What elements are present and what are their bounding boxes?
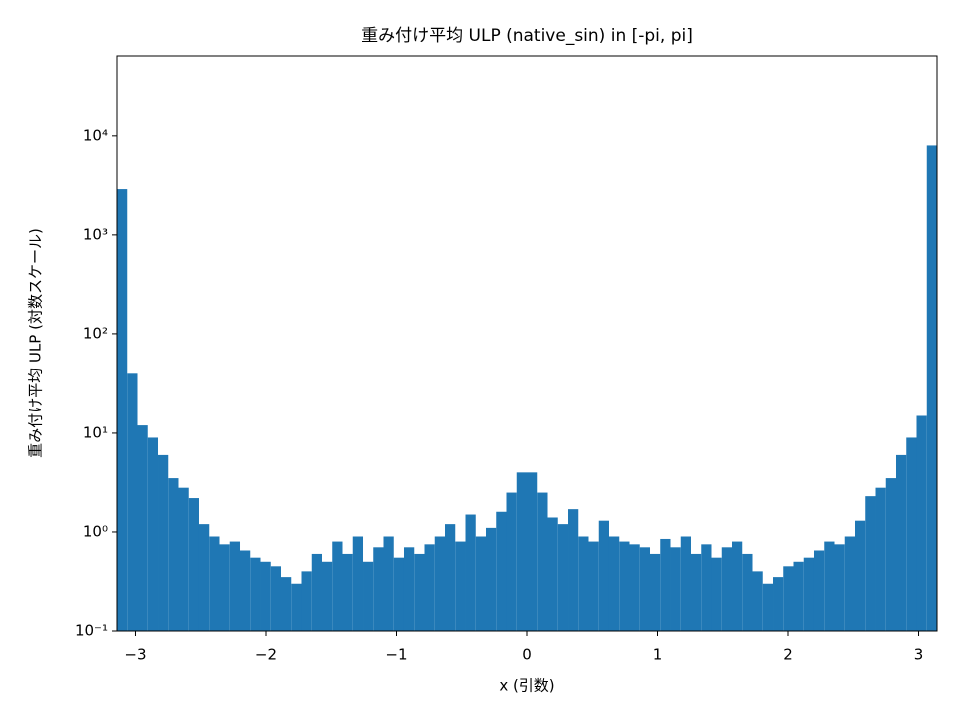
- bar: [660, 538, 671, 631]
- bar: [127, 373, 138, 631]
- bar: [445, 524, 456, 631]
- bar: [762, 583, 774, 631]
- bar: [322, 561, 333, 631]
- x-tick-label: 2: [783, 646, 793, 664]
- bar: [926, 145, 937, 631]
- bar: [773, 577, 784, 631]
- bar: [865, 496, 876, 631]
- bar: [537, 492, 548, 631]
- y-tick-label: 10⁰: [83, 522, 108, 540]
- bar: [824, 541, 835, 631]
- bar: [465, 514, 476, 631]
- bar: [608, 536, 620, 631]
- chart-title: 重み付け平均 ULP (native_sin) in [-pi, pi]: [361, 26, 693, 46]
- bar: [875, 487, 886, 631]
- bar: [117, 189, 128, 631]
- bar: [650, 553, 661, 631]
- bar: [844, 536, 856, 631]
- bar: [834, 544, 845, 631]
- bar: [383, 536, 394, 631]
- bar: [270, 566, 281, 631]
- bar: [885, 478, 896, 631]
- x-tick-label: −1: [385, 646, 407, 664]
- bar: [250, 557, 261, 631]
- bar: [219, 544, 230, 631]
- bar: [178, 487, 189, 631]
- bar: [485, 527, 497, 631]
- bar: [803, 557, 814, 631]
- x-tick-label: 3: [914, 646, 924, 664]
- bar: [588, 541, 599, 631]
- bar: [147, 437, 159, 631]
- bar: [137, 425, 148, 631]
- bar: [311, 553, 322, 631]
- bar: [291, 583, 302, 631]
- bar: [301, 571, 312, 631]
- y-tick-label: 10¹: [83, 423, 108, 441]
- bar: [209, 536, 220, 631]
- bar: [752, 571, 763, 631]
- bar: [742, 553, 753, 631]
- bar: [916, 415, 927, 631]
- bar: [701, 544, 712, 631]
- bar: [342, 553, 353, 631]
- bar: [783, 566, 794, 631]
- bar: [403, 547, 415, 631]
- bar: [813, 550, 825, 631]
- x-tick-label: 1: [653, 646, 663, 664]
- bar: [578, 536, 589, 631]
- y-tick-label: 10⁻¹: [75, 622, 108, 640]
- bar: [895, 454, 907, 631]
- bar: [793, 561, 804, 631]
- bar: [260, 561, 271, 631]
- y-tick-label: 10³: [83, 225, 108, 243]
- bar: [496, 511, 507, 631]
- bar: [557, 524, 569, 631]
- bar: [690, 553, 702, 631]
- bar: [568, 509, 579, 631]
- bar: [393, 557, 404, 631]
- bar: [188, 498, 199, 631]
- bar: [516, 472, 527, 631]
- bar: [332, 541, 343, 631]
- bar: [906, 437, 917, 631]
- x-tick-label: −3: [124, 646, 146, 664]
- bar: [670, 547, 681, 631]
- bar: [629, 544, 640, 631]
- bar: [732, 541, 743, 631]
- bar: [240, 550, 251, 631]
- bar: [198, 524, 210, 631]
- bar: [280, 577, 292, 631]
- bar: [721, 547, 732, 631]
- bar: [168, 478, 179, 631]
- bar: [506, 492, 517, 631]
- bar: [598, 520, 609, 631]
- y-axis-label: 重み付け平均 ULP (対数スケール): [27, 228, 45, 458]
- bar: [547, 517, 558, 631]
- bar: [639, 547, 651, 631]
- bar: [424, 544, 435, 631]
- bar: [619, 541, 630, 631]
- bar: [352, 536, 364, 631]
- bar: [158, 454, 169, 631]
- x-tick-label: −2: [255, 646, 277, 664]
- x-axis-label: x (引数): [499, 677, 554, 695]
- bar: [475, 536, 486, 631]
- bar: [711, 557, 722, 631]
- bar: [680, 536, 691, 631]
- x-tick-label: 0: [522, 646, 532, 664]
- y-tick-label: 10²: [83, 324, 108, 342]
- bar: [855, 520, 866, 631]
- bar: [527, 472, 538, 631]
- bar: [434, 536, 446, 631]
- bar: [455, 541, 466, 631]
- bar: [363, 561, 374, 631]
- bar: [229, 541, 241, 631]
- bar: [414, 553, 425, 631]
- bar: [373, 547, 384, 631]
- y-tick-label: 10⁴: [83, 126, 108, 144]
